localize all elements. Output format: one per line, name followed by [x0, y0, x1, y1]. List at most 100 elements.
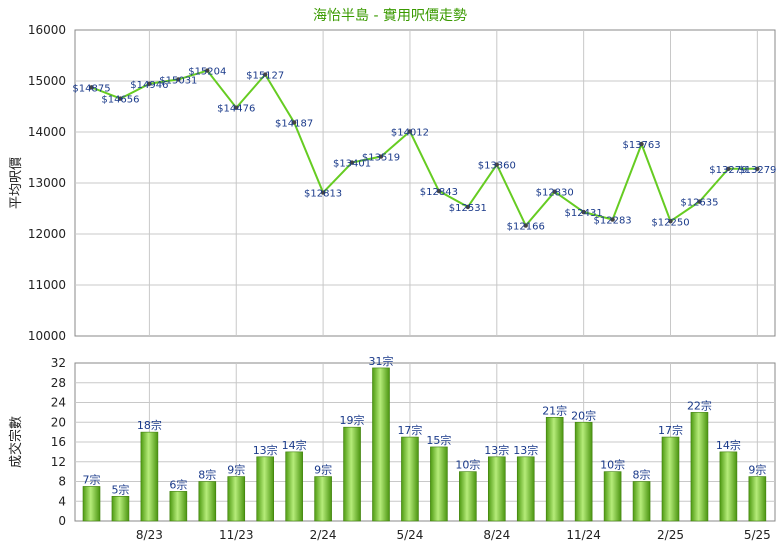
volume-bar-chart: 0 4 8 12 16 20 24 28 32 7宗 5宗 18宗 6宗 8宗 9宗 13宗 14宗 9宗 19宗… [8, 354, 776, 542]
price-label: $15204 [188, 67, 226, 78]
volume-bar [256, 456, 275, 522]
price-point [176, 77, 181, 82]
volume-bar [487, 456, 506, 522]
volume-label: 14宗 [716, 438, 741, 452]
x-tick-label: 11/24 [566, 528, 601, 542]
bar-y-tick-label: 24 [51, 396, 66, 410]
price-point [349, 160, 355, 165]
volume-label: 10宗 [455, 458, 480, 472]
price-label: $15031 [159, 75, 197, 86]
price-label: $14012 [391, 127, 429, 138]
x-tick-label: 5/25 [744, 528, 771, 542]
volume-label: 9宗 [227, 463, 245, 477]
x-axis-ticks: 8/23 11/23 2/24 5/24 8/24 11/24 2/25 5/25 [136, 528, 771, 542]
bar-y-ticks: 0 4 8 12 16 20 24 28 32 [51, 356, 66, 528]
volume-label: 5宗 [111, 482, 129, 496]
line-y-ticks: 10000 11000 12000 13000 14000 15000 16000 [28, 23, 66, 343]
volume-label: 13宗 [513, 443, 538, 457]
bar-y-tick-label: 32 [51, 356, 66, 370]
price-point [291, 120, 297, 125]
price-point [407, 129, 413, 134]
price-point [465, 204, 471, 210]
price-point [118, 96, 123, 101]
price-label: $12283 [594, 216, 632, 227]
price-label: $13279 [738, 165, 776, 176]
chart-title: 海怡半島 - 實用呎價走勢 [313, 7, 467, 24]
volume-bar [516, 456, 535, 522]
volume-bar [603, 471, 622, 522]
line-y-tick-label: 11000 [28, 278, 66, 292]
volume-bar [372, 367, 390, 522]
price-point [320, 190, 326, 195]
price-point [205, 68, 210, 73]
price-point [234, 105, 239, 110]
volume-data-labels: 7宗 5宗 18宗 6宗 8宗 9宗 13宗 14宗 9宗 19宗 31宗 17宗 15宗 10宗 13宗 1… [83, 354, 767, 496]
volume-label: 8宗 [198, 468, 216, 482]
volume-bar [401, 436, 419, 522]
price-label: $12431 [565, 208, 603, 219]
price-point [610, 217, 615, 222]
price-label: $12635 [680, 198, 718, 209]
x-tick-label: 2/25 [657, 528, 684, 542]
price-point [494, 162, 499, 167]
price-label: $13519 [362, 153, 400, 164]
volume-bar [690, 412, 709, 522]
volume-bar [661, 436, 680, 522]
price-label: $14476 [217, 104, 255, 115]
price-label: $13360 [478, 161, 516, 172]
volume-bar [285, 451, 303, 522]
price-label: $14946 [130, 80, 168, 91]
volume-label: 8宗 [633, 468, 651, 482]
price-point [668, 219, 673, 224]
price-point [89, 85, 94, 90]
volume-label: 21宗 [542, 403, 567, 417]
volume-label: 18宗 [137, 418, 162, 432]
line-y-tick-label: 16000 [28, 23, 66, 37]
volume-bar [632, 481, 651, 522]
bar-y-tick-label: 16 [51, 435, 66, 449]
price-points [89, 68, 760, 228]
line-y-tick-label: 10000 [28, 329, 66, 343]
volume-bar [198, 481, 217, 522]
price-point [263, 72, 268, 77]
volume-bar [748, 476, 767, 522]
price-label: $14875 [72, 83, 110, 94]
bar-y-axis-label: 成交宗數 [8, 416, 24, 468]
volume-label: 15宗 [426, 433, 451, 447]
price-label: $12250 [651, 217, 689, 228]
price-series-line [91, 69, 758, 228]
volume-bar [719, 451, 738, 522]
volume-label: 9宗 [748, 463, 766, 477]
volume-label: 17宗 [397, 423, 422, 437]
bar-y-tick-label: 8 [58, 475, 66, 489]
volume-bar [545, 417, 564, 522]
volume-label: 17宗 [658, 423, 683, 437]
line-y-tick-label: 12000 [28, 227, 66, 241]
volume-label: 6宗 [169, 477, 187, 491]
volume-bar [227, 476, 246, 522]
bar-y-tick-label: 0 [58, 514, 66, 528]
price-label: $12166 [507, 222, 545, 233]
price-label: $13279 [709, 165, 747, 176]
volume-label: 20宗 [571, 408, 596, 422]
price-point [581, 209, 586, 215]
price-point [726, 166, 731, 171]
volume-label: 14宗 [282, 438, 307, 452]
price-label: $14656 [101, 95, 139, 106]
volume-bar [574, 421, 593, 522]
line-gridlines [75, 30, 775, 336]
volume-bar [430, 446, 448, 522]
price-point [552, 189, 557, 194]
price-label: $12813 [304, 189, 342, 200]
price-point [523, 223, 528, 228]
x-tick-label: 8/24 [483, 528, 510, 542]
price-point [378, 154, 384, 159]
price-label: $13401 [333, 159, 371, 170]
volume-bar [111, 496, 130, 522]
volume-bar [169, 491, 188, 522]
volume-bar [82, 486, 101, 522]
volume-bar [343, 426, 361, 522]
price-label: $15127 [246, 71, 284, 82]
price-point [755, 166, 760, 171]
